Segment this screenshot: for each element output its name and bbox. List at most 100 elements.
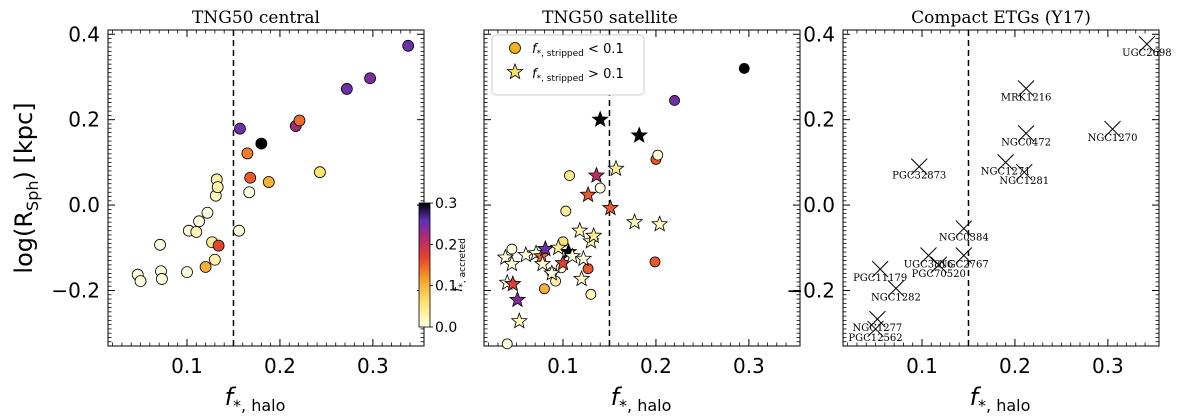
satellite-circle-point: [585, 288, 597, 300]
y-tick-label: 0.4: [68, 22, 100, 46]
colorbar-tick-label: 0.2: [435, 237, 457, 253]
central-galaxy-point: [181, 266, 193, 279]
satellite-circle-point: [649, 256, 661, 268]
satellite-circle-point: [506, 243, 518, 255]
central-galaxy-point: [243, 186, 256, 199]
x-marker-stroke: [930, 256, 948, 274]
colorbar-label-sub: *, accreted: [458, 238, 468, 287]
xlabel-sub: *, halo: [233, 396, 285, 415]
x-marker-stroke: [955, 220, 973, 237]
legend-entry-circle-main: f: [532, 42, 539, 57]
x-marker-stroke: [1017, 80, 1035, 97]
satellite-points: [496, 63, 750, 350]
compact-etg-point: [1138, 35, 1156, 53]
satellite-star-point: [572, 269, 591, 287]
compact-etg-point: [997, 154, 1015, 171]
legend-circle-marker: [509, 42, 521, 54]
compact-etg-point-label: MRK1216: [1001, 93, 1052, 104]
compact-etg-xtick-labels: 0.1 0.2 0.3: [906, 354, 1124, 378]
central-galaxy-point: [293, 114, 306, 127]
central-galaxy-point: [314, 166, 326, 179]
central-galaxy-point: [212, 239, 225, 252]
compact-etg-point-label: NGC1277: [852, 323, 902, 334]
x-tick-label: 0.1: [171, 354, 203, 378]
central-ylabel: log(RSph) [kpc]: [10, 102, 42, 273]
satellite-circle-point: [539, 283, 550, 295]
y-tick-label: 0.0: [803, 193, 835, 217]
compact-etg-point: [955, 220, 973, 237]
satellite-star-point: [625, 213, 644, 230]
colorbar-tick-label: 0.3: [435, 196, 457, 212]
central-xlabel: f*, halo: [225, 383, 286, 415]
legend-frame: [491, 34, 645, 96]
central-ytick-labels: −0.2 0.0 0.2 0.4: [51, 22, 100, 302]
compact-etg-point-label: PGC70520: [912, 269, 966, 280]
satellite-star-point: [563, 247, 581, 264]
central-axes-frame: [107, 29, 425, 347]
satellite-circle-point: [738, 63, 750, 74]
compact-etg-title: Compact ETGs (Y17): [911, 8, 1091, 28]
compact-etg-point-label: NGC2767: [939, 259, 989, 270]
central-galaxy-point: [156, 273, 168, 285]
central-galaxy-point: [208, 253, 221, 266]
satellite-xlabel: f*, halo: [611, 383, 672, 415]
satellite-star-point: [533, 254, 552, 272]
satellite-star-point: [601, 198, 620, 216]
x-marker-stroke: [887, 279, 905, 297]
satellite-circle-point: [501, 338, 513, 350]
x-tick-label: 0.2: [640, 354, 672, 378]
satellite-star-point: [584, 226, 603, 244]
compact-etg-point: [867, 320, 884, 338]
compact-etg-point-label: NGC1282: [871, 292, 921, 303]
central-galaxy-point: [190, 226, 203, 238]
colorbar-tick-label: 0.0: [435, 320, 457, 336]
satellite-star-point: [504, 274, 522, 292]
satellite-star-point: [536, 239, 555, 257]
legend-entry-star: f*, stripped > 0.1: [532, 67, 624, 84]
satellite-circle-point: [594, 182, 606, 194]
legend-star-marker: [506, 62, 524, 80]
compact-etg-point-label: PGC12562: [848, 333, 902, 344]
x-tick-label: 0.2: [264, 354, 296, 378]
y-tick-label: −0.2: [786, 278, 835, 302]
compact-etg-point-label: PGC11179: [853, 273, 907, 284]
legend-entry-star-sub: *, stripped: [537, 74, 584, 84]
satellite-star-point: [591, 110, 609, 128]
x-marker-stroke: [867, 320, 884, 338]
legend-entry-circle-tail: < 0.1: [584, 42, 624, 57]
colorbar-label: f*, accreted: [451, 238, 468, 292]
satellite-star-point: [579, 185, 597, 203]
satellite-star-point: [650, 215, 669, 232]
x-marker-stroke: [955, 247, 973, 264]
compact-etg-point-label: PGC32873: [892, 171, 946, 182]
satellite-title: TNG50 satellite: [542, 8, 678, 28]
x-tick-label: 0.1: [906, 354, 938, 378]
x-marker-stroke: [869, 310, 886, 328]
compact-etg-point: [869, 310, 886, 328]
satellite-star-point: [503, 254, 521, 272]
satellite-star-point: [607, 159, 625, 177]
compact-etg-point: [910, 158, 928, 176]
compact-etg-points: UGC2698 MRK1216 NGC0472 NGC1270 PGC32873 NGC1…: [848, 35, 1172, 344]
central-galaxy-point: [340, 83, 353, 95]
compact-etg-point: [871, 260, 889, 278]
x-tick-label: 0.3: [1092, 354, 1124, 378]
satellite-circle-point: [564, 170, 575, 182]
compact-etg-ticks: [843, 30, 1159, 346]
ylabel-head: log(R: [10, 211, 38, 274]
satellite-circle-point: [652, 149, 664, 161]
central-ticks: [108, 30, 424, 346]
central-galaxy-point: [244, 171, 257, 184]
compact-etg-point: [887, 279, 905, 297]
satellite-xtick-labels: 0.1 0.2 0.3: [547, 354, 765, 378]
satellite-circle-point: [560, 205, 572, 217]
central-galaxy-point: [201, 206, 214, 219]
legend-entry-circle-sub: *, stripped: [537, 49, 584, 59]
central-galaxy-point: [154, 238, 166, 251]
ylabel-sub: Sph: [23, 180, 42, 210]
x-marker-stroke: [920, 247, 937, 264]
compact-etg-point: [1017, 124, 1035, 142]
central-panel: TNG50 central 0.1 0.2 0.3 −0.20.00.20.4 f*…: [10, 8, 468, 415]
compact-etg-point-label: NGC1271: [981, 166, 1031, 177]
central-galaxy-point: [211, 181, 224, 194]
